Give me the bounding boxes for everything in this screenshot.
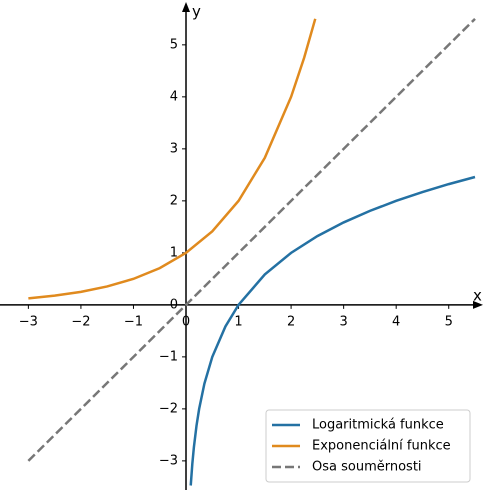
- y-tick-label: 3: [170, 141, 178, 156]
- y-tick-label: 5: [170, 37, 178, 52]
- legend-label: Logaritmická funkce: [312, 418, 444, 433]
- x-tick-label: −3: [19, 314, 38, 329]
- y-tick-label: −2: [159, 401, 178, 416]
- y-tick-label: 1: [170, 245, 178, 260]
- x-tick-label: 0: [182, 314, 190, 329]
- y-tick-label: 0: [170, 297, 178, 312]
- x-tick-label: −1: [124, 314, 143, 329]
- x-tick-label: 5: [445, 314, 453, 329]
- x-axis-label: x: [473, 287, 482, 305]
- legend-label: Exponenciální funkce: [312, 439, 451, 454]
- y-tick-label: −3: [159, 453, 178, 468]
- x-tick-label: 4: [392, 314, 400, 329]
- legend-box: [265, 409, 471, 483]
- series-line: [189, 175, 476, 486]
- y-axis-arrow: [182, 2, 191, 12]
- x-tick-label: 3: [339, 314, 347, 329]
- legend: Logaritmická funkce Exponenciální funkce O…: [265, 409, 471, 483]
- series-line: [27, 17, 476, 462]
- x-axis-arrow: [473, 300, 483, 309]
- series-line: [28, 18, 317, 300]
- y-tick-label: −1: [159, 349, 178, 364]
- x-tick-label: 1: [234, 314, 242, 329]
- x-tick-label: −2: [71, 314, 90, 329]
- x-tick-label: 2: [287, 314, 295, 329]
- legend-label: Osa souměrnosti: [312, 460, 422, 475]
- y-axis-label: y: [192, 3, 201, 21]
- y-tick-label: 2: [170, 193, 178, 208]
- y-tick-label: 4: [170, 89, 178, 104]
